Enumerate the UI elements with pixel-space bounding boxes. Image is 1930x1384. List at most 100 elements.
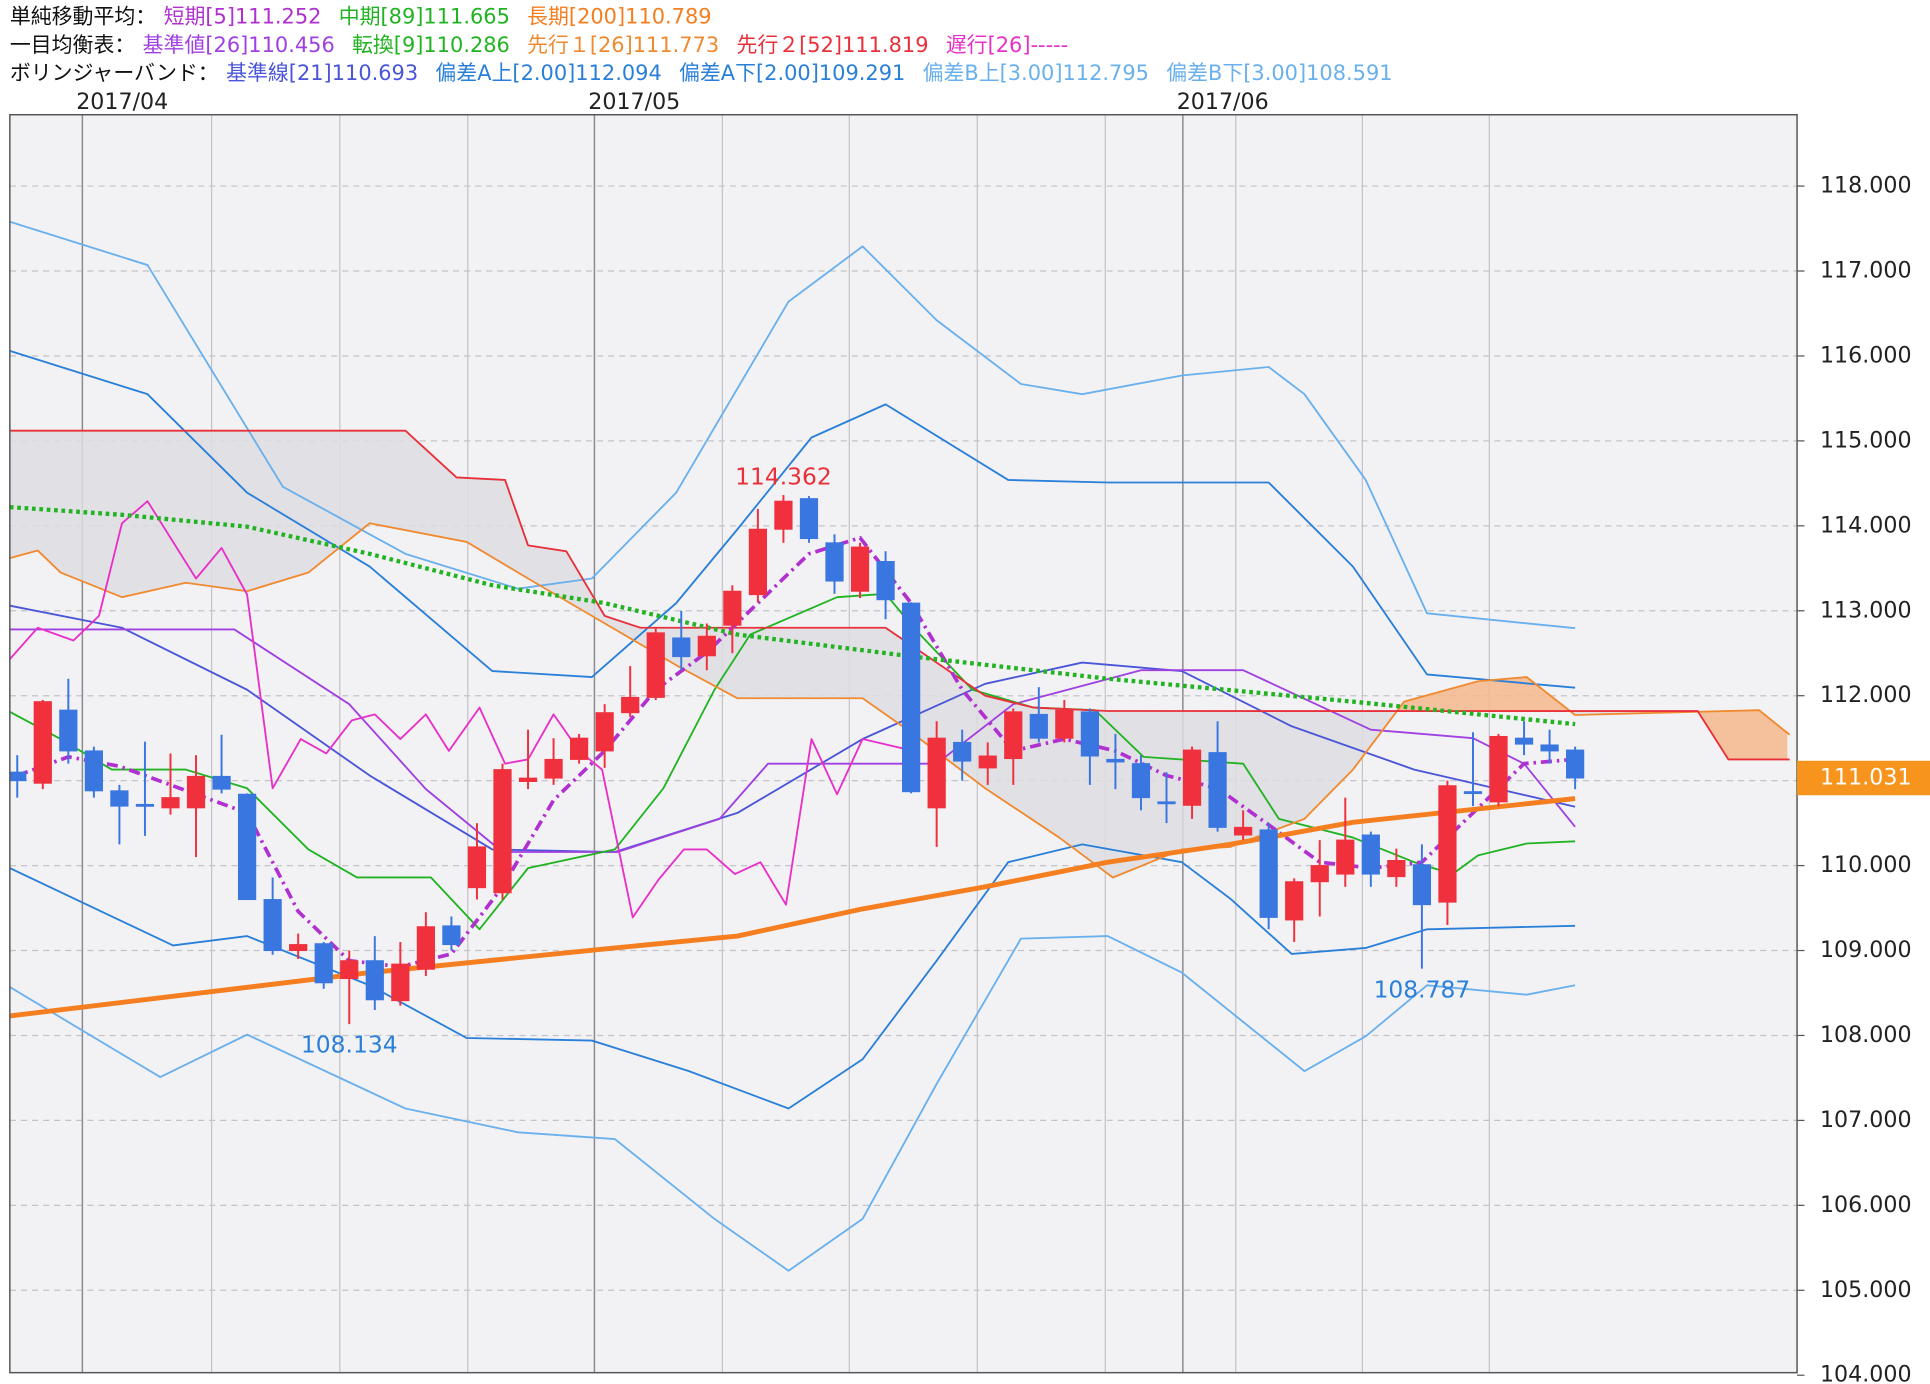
candle-body (33, 701, 52, 784)
candle-body (1566, 749, 1585, 779)
ichimoku-cloud (1700, 710, 1788, 760)
x-tick-label: 2017/04 (76, 89, 168, 115)
legend-item: 中期[89]111.665 (339, 4, 510, 28)
candle-body (774, 500, 793, 530)
candle-body (161, 797, 180, 809)
indicator-line (9, 522, 1791, 879)
y-tick-label: 114.000 (1820, 512, 1912, 538)
candle-body (697, 635, 716, 657)
legend-item: 転換[9]110.286 (352, 33, 510, 57)
candle-body (1514, 737, 1534, 745)
y-tick-label: 118.000 (1820, 173, 1912, 199)
indicator-line (9, 220, 1576, 630)
candle-body (340, 960, 359, 980)
y-tick-label: 108.000 (1820, 1022, 1912, 1048)
candle-body (467, 846, 487, 889)
candle-body (748, 528, 767, 596)
candle-body (1234, 826, 1253, 836)
legend-item: 遅行[26]----- (946, 33, 1068, 57)
candle-body (1259, 829, 1278, 918)
candle-body (544, 758, 563, 779)
y-tick-label: 110.000 (1820, 852, 1912, 878)
indicator-line (9, 429, 1790, 761)
x-tick-label: 2017/05 (588, 89, 680, 115)
legend-item: 短期[5]111.252 (164, 4, 322, 28)
candle-body (237, 793, 257, 901)
candle-body (1387, 859, 1406, 878)
candle-body (135, 803, 155, 807)
legend-item: 偏差A下[2.00]109.291 (679, 61, 905, 85)
candle-body (825, 542, 844, 582)
ichimoku-cloud (1399, 677, 1571, 712)
candle-body (850, 546, 870, 592)
candle-body (1463, 791, 1483, 795)
candle-body (9, 771, 27, 782)
candle-body (672, 637, 691, 658)
legend-title: ボリンジャーバンド： (10, 61, 219, 85)
legend-title: 単純移動平均： (10, 4, 156, 28)
y-tick-label: 116.000 (1820, 342, 1912, 368)
candle-body (416, 926, 435, 970)
legend-item: 偏差B下[3.00]108.591 (1166, 61, 1392, 85)
candle-body (1336, 839, 1355, 875)
legend-row: ボリンジャーバンド： 基準線[21]110.693 偏差A上[2.00]112.09… (10, 61, 1393, 85)
candle-body (799, 498, 819, 540)
candle-body (391, 963, 410, 1002)
y-tick-label: 115.000 (1820, 427, 1912, 453)
legend-row: 一目均衡表： 基準値[26]110.456 転換[9]110.286 先行１[26]1… (10, 33, 1068, 57)
candle-body (927, 737, 946, 809)
candle-body (1131, 763, 1151, 799)
candle-body (876, 561, 895, 601)
candle-body (1310, 865, 1329, 883)
legend-item: 偏差B上[3.00]112.795 (923, 61, 1149, 85)
candle-body (1106, 758, 1125, 763)
y-tick-label: 106.000 (1820, 1192, 1912, 1218)
plot-border (9, 113, 1798, 1374)
last-price-badge (1797, 760, 1930, 796)
legend-title: 一目均衡表： (10, 33, 135, 57)
x-tick-label: 2017/06 (1177, 89, 1269, 115)
candle-body (1208, 752, 1227, 828)
price-annotation: 108.787 (1374, 975, 1471, 1003)
legend-item: 偏差A上[2.00]112.094 (435, 61, 661, 85)
legend-row: 単純移動平均： 短期[5]111.252 中期[89]111.665 長期[200]1… (10, 4, 712, 28)
candle-body (263, 899, 282, 952)
candle-body (1182, 749, 1202, 806)
y-tick-label: 107.000 (1820, 1107, 1912, 1133)
candle-body (212, 775, 231, 790)
candle-body (723, 590, 742, 626)
header: 単純移動平均： 短期[5]111.252 中期[89]111.665 長期[200]1… (10, 4, 1393, 85)
price-annotation: 108.134 (301, 1031, 398, 1059)
grid (9, 114, 1798, 1373)
candle-body (493, 769, 512, 894)
candle-body (1285, 881, 1304, 921)
y-tick-label: 109.000 (1820, 937, 1912, 963)
candle-body (621, 696, 640, 714)
indicator-line (9, 796, 1576, 1019)
candle-body (1157, 801, 1176, 805)
candle-body (1080, 711, 1099, 757)
candle-body (59, 709, 78, 752)
legend-item: 先行２[52]111.819 (736, 33, 928, 57)
candle-body (1055, 709, 1074, 739)
y-tick-label: 112.000 (1820, 682, 1912, 708)
candle-body (314, 943, 333, 984)
candle-body (902, 602, 921, 793)
candle-body (110, 790, 129, 807)
y-tick-label: 113.000 (1820, 597, 1912, 623)
candle-body (186, 775, 206, 809)
y-tick-label: 117.000 (1820, 258, 1912, 284)
indicator-line (9, 628, 1576, 853)
candle-body (365, 960, 384, 1001)
candle-body (518, 777, 538, 782)
candle-body (953, 741, 972, 762)
indicator-line (9, 500, 914, 919)
candle-body (1029, 713, 1048, 739)
candle-body (289, 944, 308, 952)
y-tick-label: 104.000 (1820, 1362, 1912, 1384)
legend-item: 先行１[26]111.773 (527, 33, 719, 57)
candle-body (442, 925, 461, 946)
candle-body (1438, 785, 1457, 903)
indicator-line (16, 535, 1576, 969)
